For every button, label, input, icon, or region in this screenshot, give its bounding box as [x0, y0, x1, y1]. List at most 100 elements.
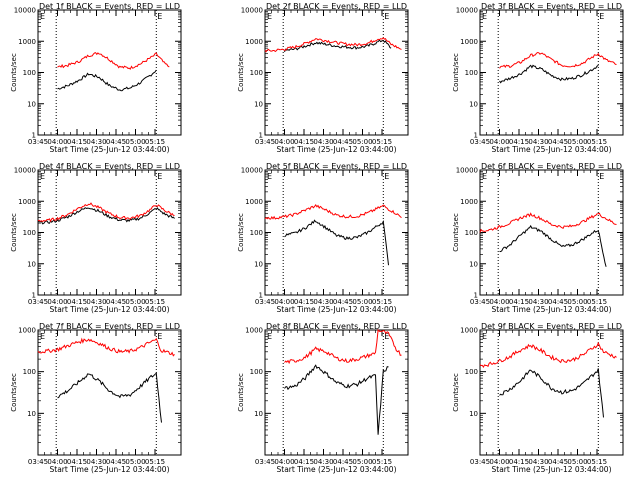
y-tick-label: 100 — [23, 69, 36, 77]
y-tick-label: 10 — [254, 260, 263, 268]
start-marker-label: E — [40, 332, 45, 341]
x-tick-label: 04:45 — [548, 458, 568, 466]
chart-panel-7: Det 7f BLACK = Events, RED = LLD 10 100 100… — [10, 322, 182, 474]
y-axis-label: Counts/sec — [237, 373, 245, 412]
y-tick-label: 10 — [27, 410, 36, 418]
y-axis-label: Counts/sec — [452, 53, 460, 92]
plot-title: Det 2f BLACK = Events, RED = LLD — [266, 2, 407, 11]
x-tick-label: 04:45 — [106, 298, 126, 306]
x-axis-label: Start Time (25-Jun-12 03:44:00) — [277, 465, 397, 474]
lld-series-line — [57, 52, 170, 70]
events-series-line — [284, 364, 389, 435]
plot-frame — [264, 169, 409, 296]
y-axis-label: Counts/sec — [452, 213, 460, 252]
x-tick-label: 04:30 — [528, 298, 548, 306]
y-tick-label: 10 — [469, 260, 478, 268]
y-tick-label: 10 — [254, 410, 263, 418]
x-tick-label: 05:00 — [352, 458, 372, 466]
x-tick-label: 05:00 — [567, 458, 587, 466]
end-marker-label: E — [384, 12, 389, 21]
x-tick-label: 04:15 — [509, 298, 529, 306]
plot-title: Det 8f BLACK = Events, RED = LLD — [266, 322, 407, 331]
x-tick-label: 03:45 — [470, 138, 490, 146]
end-marker-label: E — [599, 172, 604, 181]
x-tick-label: 04:30 — [86, 138, 106, 146]
y-tick-label: 1000 — [460, 198, 478, 206]
x-axis-label: Start Time (25-Jun-12 03:44:00) — [277, 145, 397, 154]
x-tick-label: 04:45 — [333, 138, 353, 146]
x-tick-label: 04:00 — [47, 458, 67, 466]
y-tick-label: 1000 — [18, 38, 36, 46]
plot-frame — [479, 169, 624, 296]
x-tick-label: 04:45 — [106, 138, 126, 146]
x-tick-label: 04:30 — [528, 138, 548, 146]
x-tick-label: 04:00 — [47, 138, 67, 146]
x-tick-label: 05:15 — [145, 458, 165, 466]
y-axis-label: Counts/sec — [237, 213, 245, 252]
lld-series-line — [479, 212, 617, 233]
lld-series-line — [479, 341, 617, 368]
x-tick-label: 04:00 — [274, 298, 294, 306]
x-tick-label: 04:30 — [313, 138, 333, 146]
chart-panel-5: Det 5f BLACK = Events, RED = LLD 1 10 100 10… — [237, 162, 409, 314]
y-tick-label: 100 — [465, 69, 478, 77]
plot-title: Det 5f BLACK = Events, RED = LLD — [266, 162, 407, 171]
y-axis-label: Counts/sec — [237, 53, 245, 92]
x-axis-label: Start Time (25-Jun-12 03:44:00) — [492, 465, 612, 474]
x-tick-label: 04:15 — [509, 138, 529, 146]
x-tick-label: 04:30 — [86, 298, 106, 306]
x-tick-label: 04:45 — [548, 298, 568, 306]
chart-panel-3: Det 3f BLACK = Events, RED = LLD 1 10 100 10… — [452, 2, 624, 154]
x-tick-label: 03:45 — [28, 298, 48, 306]
y-axis-label: Counts/sec — [452, 373, 460, 412]
x-tick-label: 04:30 — [528, 458, 548, 466]
y-tick-label: 100 — [250, 69, 263, 77]
plot-frame — [264, 329, 409, 456]
y-tick-label: 1 — [259, 132, 263, 140]
events-series-line — [499, 224, 607, 267]
x-tick-label: 04:30 — [86, 458, 106, 466]
y-tick-label: 1000 — [245, 198, 263, 206]
x-tick-label: 05:00 — [352, 298, 372, 306]
x-tick-label: 05:00 — [125, 298, 145, 306]
plot-frame — [479, 9, 624, 136]
y-tick-label: 1000 — [18, 198, 36, 206]
events-series-line — [499, 368, 604, 418]
x-tick-label: 05:00 — [567, 298, 587, 306]
y-tick-label: 1000 — [460, 327, 478, 335]
end-marker-label: E — [599, 332, 604, 341]
y-axis-label: Counts/sec — [10, 53, 18, 92]
x-tick-label: 05:15 — [587, 298, 607, 306]
y-tick-label: 100 — [23, 229, 36, 237]
y-tick-label: 1 — [474, 132, 478, 140]
plot-title: Det 4f BLACK = Events, RED = LLD — [39, 162, 180, 171]
y-tick-label: 100 — [23, 368, 36, 376]
chart-panel-4: Det 4f BLACK = Events, RED = LLD 1 10 100 10… — [10, 162, 182, 314]
y-tick-label: 10 — [469, 100, 478, 108]
events-series-line — [284, 219, 389, 266]
chart-panel-8: Det 8f BLACK = Events, RED = LLD 10 100 100… — [237, 322, 409, 474]
x-tick-label: 05:15 — [145, 138, 165, 146]
x-tick-label: 04:00 — [489, 298, 509, 306]
x-tick-label: 03:45 — [470, 458, 490, 466]
x-axis-label: Start Time (25-Jun-12 03:44:00) — [277, 305, 397, 314]
lld-series-line — [499, 51, 617, 69]
events-series-line — [284, 39, 392, 53]
chart-panel-2: Det 2f BLACK = Events, RED = LLD 1 10 100 10… — [237, 2, 409, 154]
chart-panel-6: Det 6f BLACK = Events, RED = LLD 1 10 100 10… — [452, 162, 624, 314]
start-marker-label: E — [267, 332, 272, 341]
plot-title: Det 1f BLACK = Events, RED = LLD — [39, 2, 180, 11]
plot-frame — [264, 9, 409, 136]
y-tick-label: 1000 — [245, 327, 263, 335]
start-marker-label: E — [267, 12, 272, 21]
x-tick-label: 04:45 — [333, 298, 353, 306]
y-tick-label: 10000 — [14, 7, 36, 15]
end-marker-label: E — [384, 332, 389, 341]
x-tick-label: 04:45 — [548, 138, 568, 146]
y-tick-label: 10000 — [14, 167, 36, 175]
x-tick-label: 03:45 — [28, 138, 48, 146]
x-tick-label: 04:45 — [333, 458, 353, 466]
plot-frame — [37, 169, 182, 296]
start-marker-label: E — [482, 332, 487, 341]
